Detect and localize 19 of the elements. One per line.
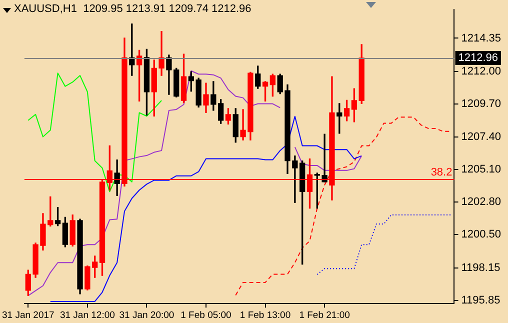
y-tick-label: 1195.85 <box>461 294 500 307</box>
y-tick-label: 1198.15 <box>461 262 500 274</box>
ref-line-label: 1212.96 <box>458 52 498 64</box>
annotation: 38.2 <box>430 166 452 179</box>
x-tick-label: 31 Jan 12:00 <box>60 310 115 321</box>
y-tick-label: 1202.80 <box>461 196 502 208</box>
y-tick-label: 1205.10 <box>461 163 502 176</box>
x-tick-label: 31 Jan 20:00 <box>119 310 174 321</box>
chart-title: XAUUSD,H1 1209.95 1213.91 1209.74 1212.96 <box>14 3 252 15</box>
y-tick-label: 1207.40 <box>461 130 502 143</box>
y-tick-label: 1212.00 <box>461 66 502 78</box>
x-tick-label: 1 Feb 05:00 <box>180 310 232 321</box>
y-tick-label: 1214.35 <box>461 32 502 44</box>
y-tick-label: 1209.70 <box>461 98 502 110</box>
x-tick-label: 1 Feb 21:00 <box>299 310 350 321</box>
line-series <box>316 214 452 276</box>
y-tick-label: 1200.50 <box>461 228 502 241</box>
x-tick-label: 1 Feb 13:00 <box>240 310 291 321</box>
x-tick-label: 31 Jan 2017 <box>2 310 54 321</box>
